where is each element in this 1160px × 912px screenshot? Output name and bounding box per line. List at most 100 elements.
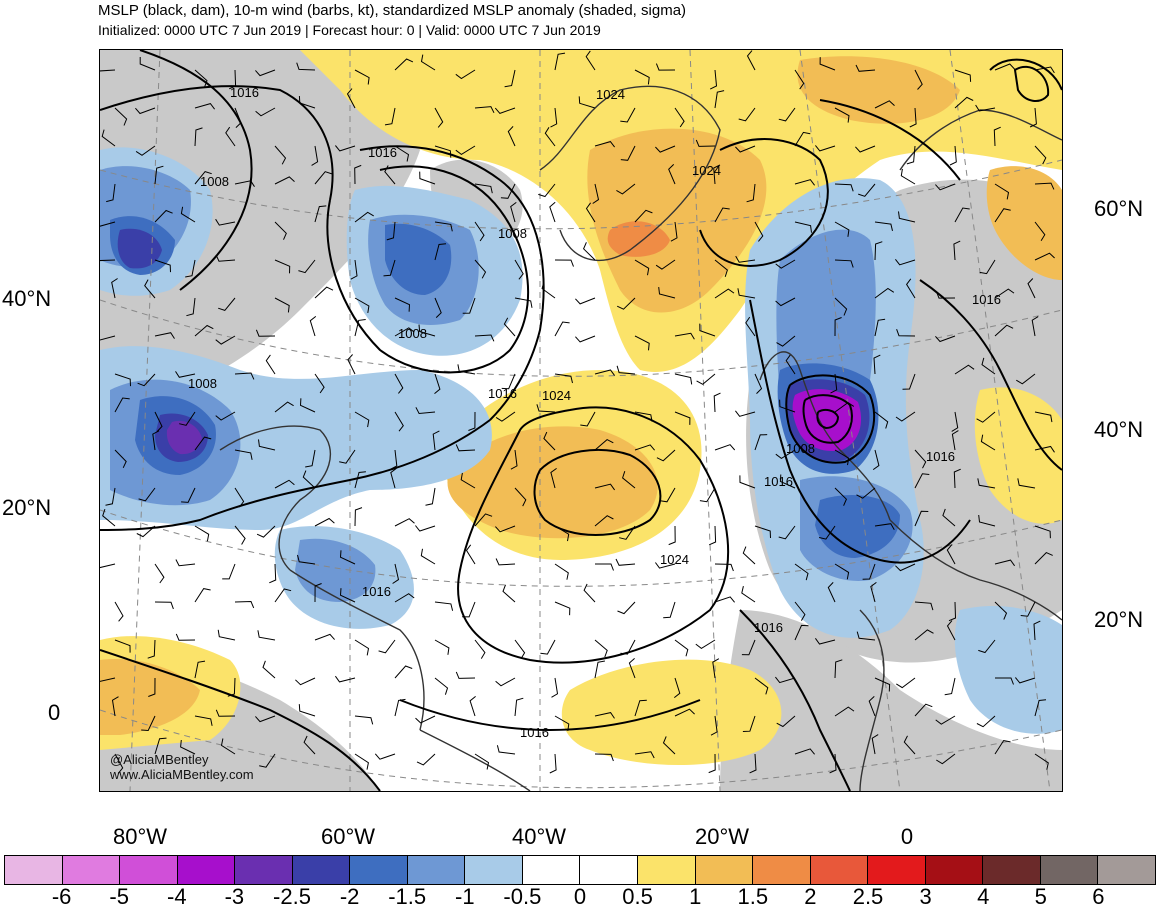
wind-barb xyxy=(714,596,735,603)
wind-barb xyxy=(234,372,255,380)
wind-barb xyxy=(274,588,292,603)
colorbar-swatch xyxy=(1040,856,1099,884)
wind-barb xyxy=(874,221,893,232)
wind-barb xyxy=(455,145,476,156)
wind-barb xyxy=(585,50,596,71)
wind-barb xyxy=(503,317,516,337)
wind-barb xyxy=(673,677,681,698)
wind-barb xyxy=(976,715,996,728)
map-panel: 1016 1016 1008 1008 1008 1008 1024 1024 … xyxy=(99,49,1063,792)
wind-barb xyxy=(114,639,131,653)
wind-barb xyxy=(225,126,236,147)
wind-barb xyxy=(742,546,756,565)
wind-barb xyxy=(594,141,615,148)
wind-barb xyxy=(394,665,413,679)
wind-barb xyxy=(455,671,476,679)
wind-barb xyxy=(827,582,836,603)
isobar-label: 1008 xyxy=(200,174,229,189)
wind-barb xyxy=(314,517,335,527)
wind-barb xyxy=(111,696,119,717)
wind-barb xyxy=(394,518,415,527)
wind-barb xyxy=(1031,316,1039,337)
wind-barb xyxy=(194,525,210,542)
wind-barb xyxy=(775,297,796,307)
wind-barb xyxy=(420,548,436,565)
wind-barb xyxy=(144,279,156,299)
wind-barb xyxy=(951,430,959,451)
wind-barb xyxy=(670,221,678,242)
wind-barb xyxy=(181,487,196,503)
colorbar-tick-label: -1.5 xyxy=(388,884,427,909)
colorbar-swatch xyxy=(62,856,121,884)
wind-barb xyxy=(994,288,1015,299)
wind-barb xyxy=(255,107,276,117)
mslp-anomaly-map xyxy=(100,50,1062,791)
wind-barb xyxy=(1034,753,1049,770)
wind-barb xyxy=(514,297,533,308)
wind-barb xyxy=(554,601,571,616)
wind-barb xyxy=(455,69,476,80)
wind-barb xyxy=(220,738,236,755)
wind-barb xyxy=(100,221,116,227)
wind-barb xyxy=(946,620,956,641)
wind-barb xyxy=(138,487,156,502)
wind-barb xyxy=(1034,552,1053,565)
wind-barb xyxy=(754,221,764,242)
wind-barb xyxy=(111,278,118,299)
wind-barb xyxy=(234,180,255,187)
wind-barb xyxy=(620,639,636,655)
wind-barb xyxy=(298,95,316,109)
wind-barb xyxy=(334,675,356,683)
wind-barb xyxy=(829,753,837,774)
wind-barb xyxy=(741,639,756,656)
wind-barb xyxy=(462,601,476,618)
wind-barb xyxy=(194,588,211,603)
wind-barb xyxy=(994,63,1015,71)
colorbar-swatch xyxy=(638,856,696,884)
wind-barb xyxy=(468,411,476,431)
colorbar-tick-label: -0.5 xyxy=(503,884,542,909)
wind-barb xyxy=(654,562,676,569)
wind-barb xyxy=(274,145,287,165)
wind-barb xyxy=(634,411,653,422)
wind-barb xyxy=(634,444,655,451)
wind-barb xyxy=(742,715,756,732)
wind-barb xyxy=(474,753,490,770)
wind-barb xyxy=(234,600,255,609)
wind-barb xyxy=(953,468,961,489)
wind-barb xyxy=(154,209,173,223)
wind-barb xyxy=(1016,373,1036,385)
wind-barb xyxy=(554,321,570,337)
wind-barb xyxy=(834,183,854,192)
wind-barb xyxy=(434,221,453,232)
wind-barb xyxy=(234,525,246,545)
isobar-label: 1016 xyxy=(362,584,391,599)
lat-label-left: 20°N xyxy=(2,495,52,520)
wind-barb xyxy=(594,639,608,658)
wind-barb xyxy=(592,183,600,204)
wind-barb xyxy=(785,354,796,375)
wind-barb xyxy=(374,753,396,760)
wind-barb xyxy=(354,471,366,489)
wind-barb xyxy=(994,183,1010,200)
wind-barb xyxy=(794,624,809,641)
wind-barb xyxy=(948,601,957,622)
wind-barb xyxy=(1034,145,1047,165)
wind-barb xyxy=(634,259,650,276)
wind-barb xyxy=(416,753,436,766)
wind-barb xyxy=(834,401,855,413)
wind-barb xyxy=(818,525,836,540)
wind-barb xyxy=(538,183,556,198)
wind-barb xyxy=(465,544,476,565)
wind-barb xyxy=(834,449,850,466)
wind-barb xyxy=(180,739,196,755)
wind-barb xyxy=(834,563,850,580)
wind-barb xyxy=(855,145,876,153)
wind-barb xyxy=(154,601,174,610)
wind-barb xyxy=(634,209,653,223)
wind-barb xyxy=(714,288,735,299)
wind-barb xyxy=(514,487,527,507)
wind-barb xyxy=(775,259,796,269)
wind-barb xyxy=(935,715,956,725)
colorbar-tick-label: 3 xyxy=(919,884,932,909)
